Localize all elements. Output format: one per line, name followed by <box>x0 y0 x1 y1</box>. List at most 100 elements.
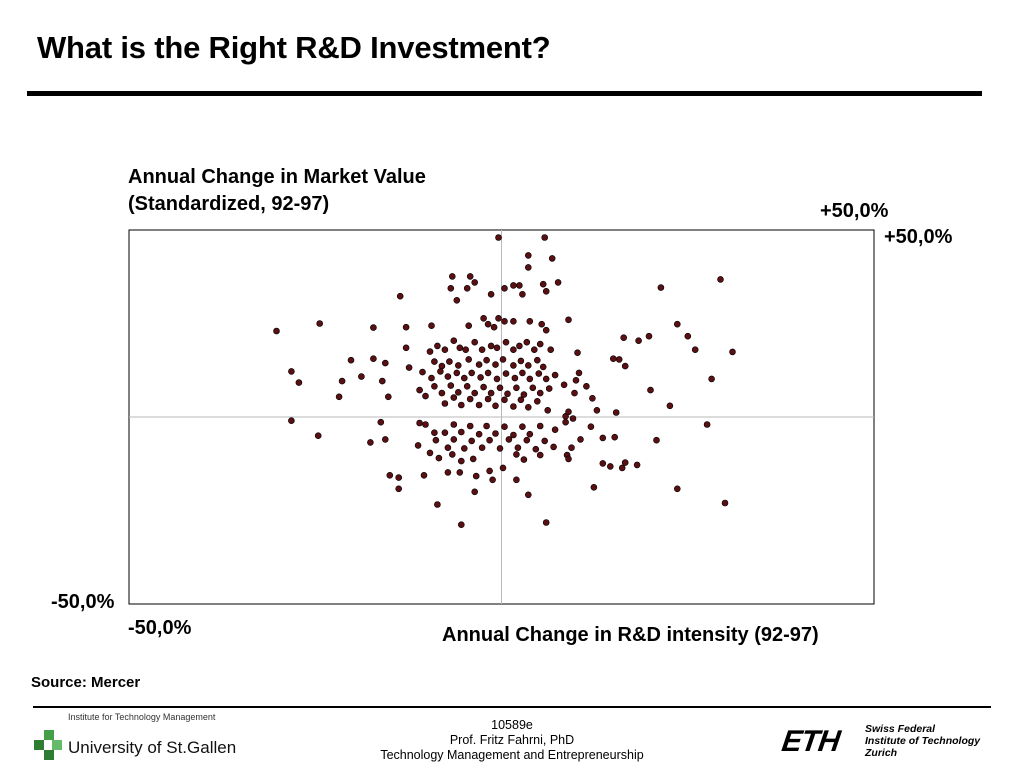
data-point <box>520 391 528 398</box>
data-point <box>539 363 547 371</box>
data-point <box>562 418 569 426</box>
y-max-tick-label: +50,0% <box>820 200 889 222</box>
data-point <box>314 432 322 440</box>
data-point <box>288 368 295 375</box>
data-point <box>536 389 544 397</box>
data-point <box>416 386 423 394</box>
data-point <box>510 403 517 410</box>
data-point <box>593 406 601 414</box>
data-point <box>548 255 556 262</box>
data-point <box>386 471 394 479</box>
data-point <box>516 282 523 289</box>
hsg-name: University of St.Gallen <box>68 738 237 757</box>
data-point <box>447 284 455 292</box>
x-axis-label: Annual Change in R&D intensity (92-97) <box>442 624 819 646</box>
data-point <box>541 437 549 445</box>
data-point <box>489 476 496 484</box>
data-point <box>457 428 465 436</box>
data-point <box>620 334 628 342</box>
data-point <box>273 327 280 335</box>
data-point <box>635 337 642 345</box>
source-note: Source: Mercer <box>31 674 141 691</box>
data-point <box>434 501 441 508</box>
data-point <box>526 430 534 438</box>
data-point <box>529 384 537 392</box>
data-point <box>457 401 465 409</box>
data-point <box>487 342 495 350</box>
data-point <box>395 474 403 481</box>
data-point <box>447 382 455 389</box>
data-point <box>466 422 474 430</box>
data-point <box>551 426 559 434</box>
data-point <box>542 519 550 526</box>
footer-rule <box>33 706 991 708</box>
data-point <box>499 356 507 363</box>
data-point <box>523 338 531 346</box>
data-point <box>542 326 550 334</box>
data-point <box>583 382 590 390</box>
data-point <box>402 323 410 331</box>
data-point <box>565 316 572 324</box>
data-point <box>463 284 471 292</box>
data-point <box>523 436 531 444</box>
data-point <box>450 421 458 428</box>
data-point <box>505 436 513 443</box>
data-point <box>446 358 453 365</box>
data-point <box>471 279 479 286</box>
data-point <box>377 418 385 426</box>
data-point <box>574 349 581 357</box>
data-point <box>453 296 461 304</box>
data-point <box>358 373 365 380</box>
data-point <box>511 374 519 382</box>
data-point <box>517 396 525 404</box>
data-point <box>454 388 462 396</box>
data-point <box>520 456 528 463</box>
data-point <box>422 421 429 428</box>
data-point <box>501 396 508 404</box>
data-point <box>396 292 404 300</box>
data-point <box>510 431 517 439</box>
data-point <box>524 491 532 499</box>
data-point <box>647 386 654 394</box>
data-point <box>456 469 464 476</box>
data-point <box>466 395 474 403</box>
data-point <box>611 433 619 441</box>
data-point <box>484 320 492 328</box>
data-point <box>526 317 534 325</box>
y-axis-label-line-2: (Standardized, 92-97) <box>128 193 330 215</box>
data-point <box>551 371 559 379</box>
data-point <box>484 369 492 377</box>
data-point <box>496 384 504 392</box>
data-point <box>486 436 493 444</box>
data-point <box>444 444 452 452</box>
data-point <box>480 314 487 322</box>
data-point <box>422 392 429 400</box>
data-point <box>565 455 572 463</box>
data-point <box>599 460 607 467</box>
data-point <box>457 521 465 529</box>
data-point <box>434 342 441 350</box>
data-point <box>657 284 665 291</box>
data-point <box>516 342 523 350</box>
data-point <box>492 361 499 368</box>
data-point <box>519 423 526 431</box>
data-point <box>554 279 562 286</box>
data-point <box>444 469 452 476</box>
data-point <box>457 457 465 465</box>
data-point <box>471 389 479 397</box>
data-point <box>441 400 449 407</box>
data-point <box>729 348 736 356</box>
data-point <box>496 445 504 452</box>
data-point <box>316 320 324 327</box>
data-point <box>370 324 377 331</box>
data-point <box>569 415 577 422</box>
data-point <box>673 320 681 328</box>
data-point <box>492 402 499 410</box>
data-point <box>432 436 440 444</box>
data-point <box>495 234 502 241</box>
data-point <box>524 252 532 259</box>
data-point <box>526 375 534 383</box>
data-point <box>431 382 438 390</box>
data-point <box>471 338 479 346</box>
data-point <box>533 356 541 364</box>
